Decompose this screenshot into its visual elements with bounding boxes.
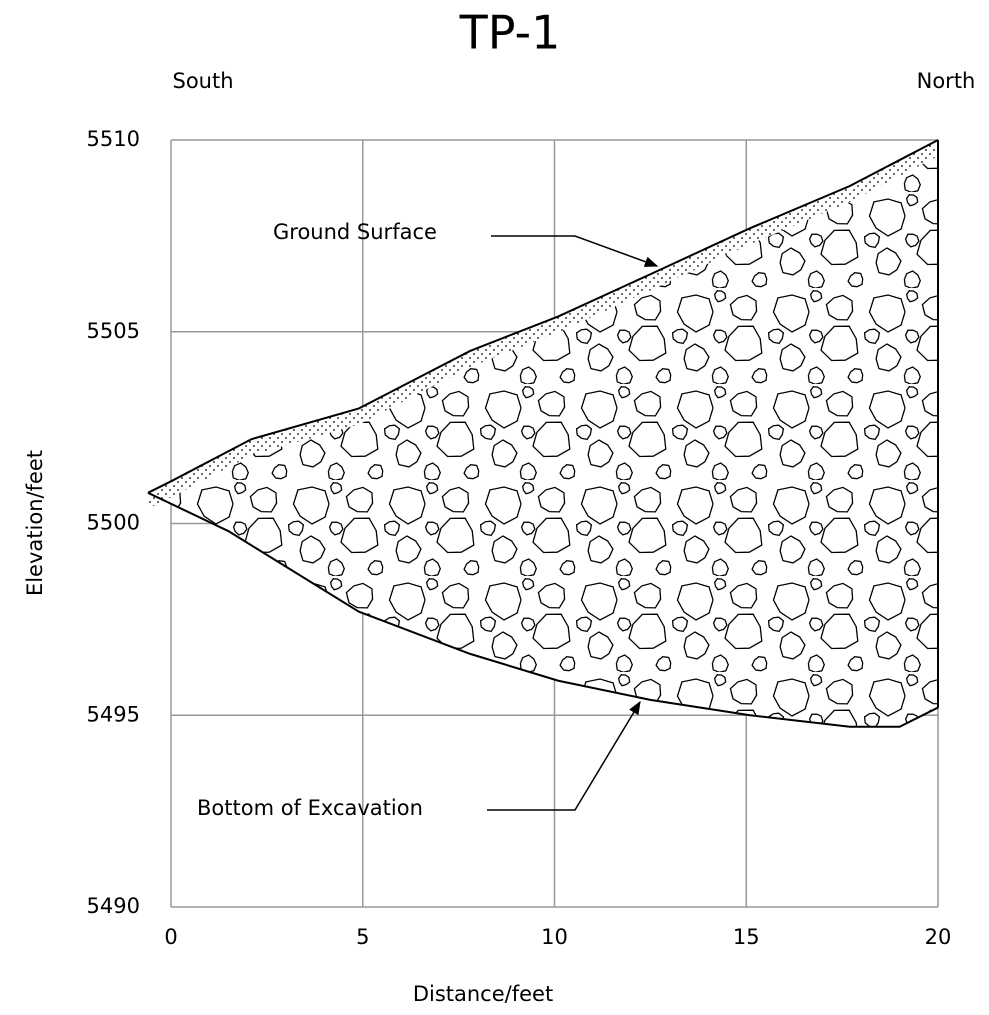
y-axis-label: Elevation/feet [23,450,47,596]
y-tick-label: 5495 [87,702,140,726]
ground-surface-label: Ground Surface [273,220,437,244]
annotation-arrow [487,700,641,811]
y-tick-label: 5505 [87,319,140,343]
profile-line [147,491,939,728]
x-axis-label: Distance/feet [413,982,553,1006]
x-tick-label: 15 [733,925,760,949]
x-tick-label: 10 [541,925,568,949]
y-tick-label: 5510 [87,127,140,151]
bottom-label: Bottom of Excavation [197,796,423,820]
x-tick-label: 20 [925,925,952,949]
section-body [147,139,939,728]
chart-title: TP-1 [459,6,561,60]
topsoil [147,140,939,509]
x-tick-label: 5 [356,925,369,949]
x-tick-label: 0 [164,925,177,949]
right-label: North [917,69,976,93]
y-tick-label: 5490 [87,894,140,918]
profile-line [147,139,939,494]
rock-fill [147,140,939,727]
annotation-arrow [491,235,659,267]
y-tick-label: 5500 [87,511,140,535]
left-label: South [172,69,233,93]
